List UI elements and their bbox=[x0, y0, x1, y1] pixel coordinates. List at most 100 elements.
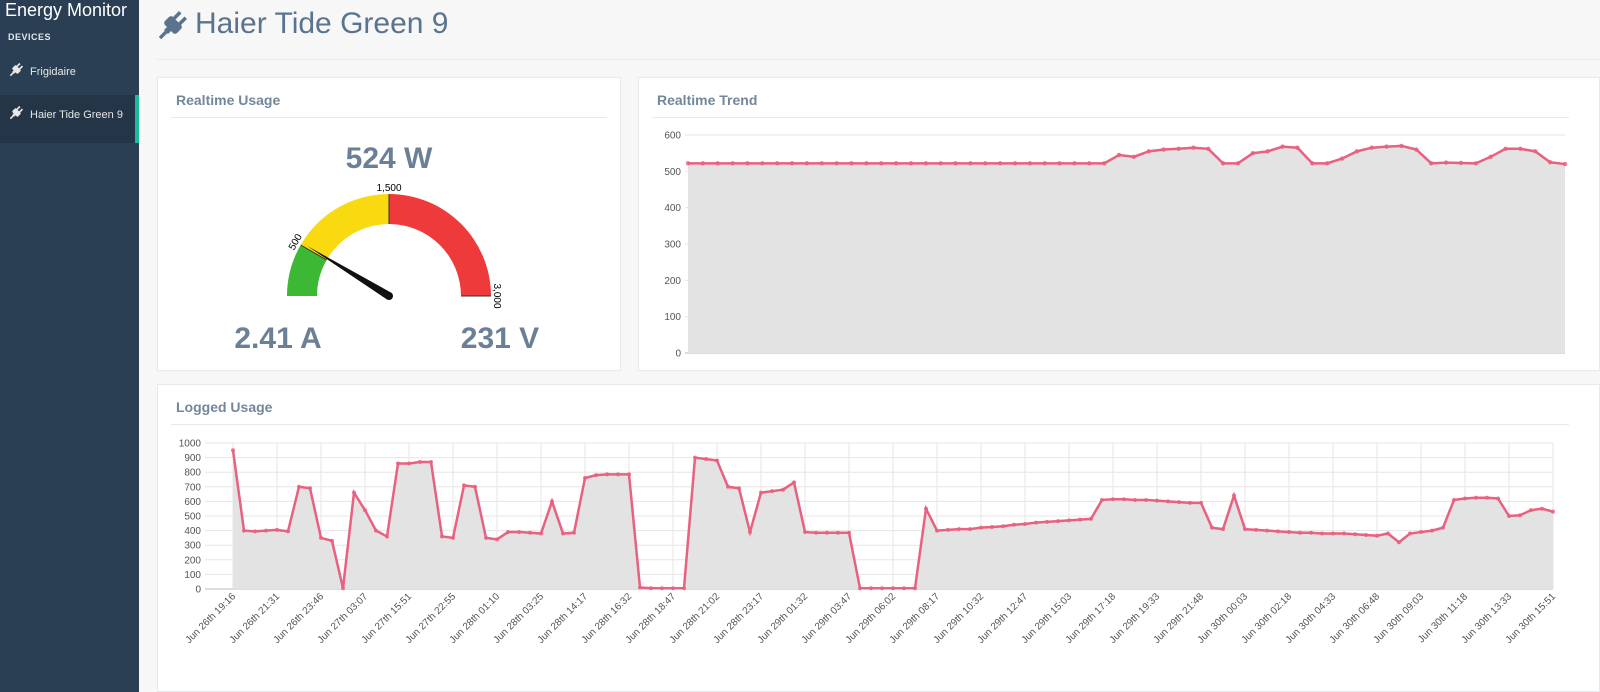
point bbox=[1540, 506, 1544, 511]
point bbox=[1529, 508, 1533, 513]
point bbox=[953, 161, 958, 166]
y-tick-label: 700 bbox=[184, 482, 201, 493]
y-tick-label: 500 bbox=[184, 512, 201, 523]
point bbox=[908, 161, 914, 166]
point bbox=[1254, 527, 1258, 532]
point bbox=[352, 490, 356, 495]
point bbox=[1443, 160, 1449, 165]
point bbox=[1191, 145, 1196, 150]
point bbox=[330, 538, 334, 543]
point bbox=[760, 161, 765, 166]
panel-title: Logged Usage bbox=[176, 399, 273, 415]
point bbox=[814, 530, 818, 535]
y-tick-label: 600 bbox=[664, 131, 681, 142]
point bbox=[893, 161, 899, 166]
point bbox=[1507, 514, 1511, 518]
point bbox=[819, 161, 824, 166]
point bbox=[1458, 160, 1464, 166]
point bbox=[1067, 518, 1071, 523]
point bbox=[1518, 513, 1522, 518]
gauge-band bbox=[287, 245, 327, 296]
point bbox=[1503, 146, 1508, 152]
point bbox=[879, 161, 884, 166]
point bbox=[275, 527, 279, 532]
point bbox=[990, 524, 994, 529]
point bbox=[1206, 146, 1211, 152]
point bbox=[1027, 161, 1033, 166]
point bbox=[363, 508, 367, 513]
point bbox=[253, 529, 257, 534]
gauge-needle bbox=[307, 245, 392, 300]
point bbox=[715, 458, 719, 463]
point bbox=[983, 161, 988, 166]
point bbox=[685, 161, 691, 166]
panel-title: Realtime Usage bbox=[176, 92, 281, 108]
point bbox=[1116, 152, 1122, 158]
y-tick-label: 1000 bbox=[179, 439, 202, 450]
point bbox=[1533, 149, 1538, 154]
point bbox=[957, 527, 961, 532]
point bbox=[627, 472, 631, 477]
brand: Energy Monitor bbox=[5, 0, 128, 20]
point bbox=[1324, 161, 1330, 166]
point bbox=[1131, 154, 1137, 159]
point bbox=[451, 535, 455, 540]
point bbox=[880, 586, 884, 591]
point bbox=[1287, 530, 1291, 535]
point bbox=[495, 537, 499, 542]
point bbox=[693, 455, 697, 460]
point bbox=[864, 161, 869, 166]
point bbox=[1369, 145, 1374, 150]
point bbox=[1199, 500, 1203, 505]
point bbox=[528, 530, 532, 535]
plug-icon bbox=[9, 105, 24, 120]
sidebar: Energy Monitor DEVICES Frigidaire Haier … bbox=[0, 0, 139, 692]
device-item-active[interactable]: Haier Tide Green 9 bbox=[0, 95, 139, 143]
device-item[interactable]: Frigidaire bbox=[0, 62, 139, 80]
point bbox=[242, 528, 246, 533]
point bbox=[1078, 517, 1082, 522]
divider bbox=[171, 424, 1569, 425]
point bbox=[1243, 527, 1247, 532]
point bbox=[1232, 493, 1236, 498]
point bbox=[968, 527, 972, 532]
y-tick-label: 0 bbox=[675, 349, 681, 360]
point bbox=[231, 448, 235, 453]
point bbox=[1419, 530, 1423, 535]
point bbox=[1012, 161, 1018, 166]
point bbox=[1265, 528, 1269, 533]
point bbox=[264, 528, 268, 533]
point bbox=[789, 161, 795, 166]
point bbox=[1001, 524, 1005, 529]
point bbox=[319, 535, 323, 540]
point bbox=[1295, 145, 1300, 150]
point bbox=[539, 531, 543, 536]
point bbox=[440, 534, 444, 539]
panel-title: Realtime Trend bbox=[657, 92, 758, 108]
point bbox=[1087, 161, 1092, 166]
point bbox=[924, 506, 928, 511]
point bbox=[1386, 531, 1390, 536]
point bbox=[1399, 143, 1404, 149]
point bbox=[1045, 519, 1049, 524]
y-tick-label: 200 bbox=[184, 555, 201, 566]
point bbox=[1342, 531, 1346, 536]
point bbox=[1102, 161, 1107, 166]
point bbox=[902, 586, 906, 591]
point bbox=[1265, 149, 1270, 154]
point bbox=[396, 461, 400, 466]
point bbox=[1250, 150, 1256, 156]
point bbox=[804, 161, 810, 166]
point bbox=[938, 161, 943, 166]
point bbox=[550, 499, 554, 504]
y-tick-label: 200 bbox=[664, 276, 681, 287]
point bbox=[1133, 497, 1137, 502]
point bbox=[1235, 161, 1241, 166]
point bbox=[297, 484, 301, 489]
point bbox=[825, 530, 829, 535]
point bbox=[1089, 516, 1093, 521]
point bbox=[891, 586, 895, 591]
point bbox=[1547, 160, 1553, 165]
point bbox=[1452, 497, 1456, 502]
